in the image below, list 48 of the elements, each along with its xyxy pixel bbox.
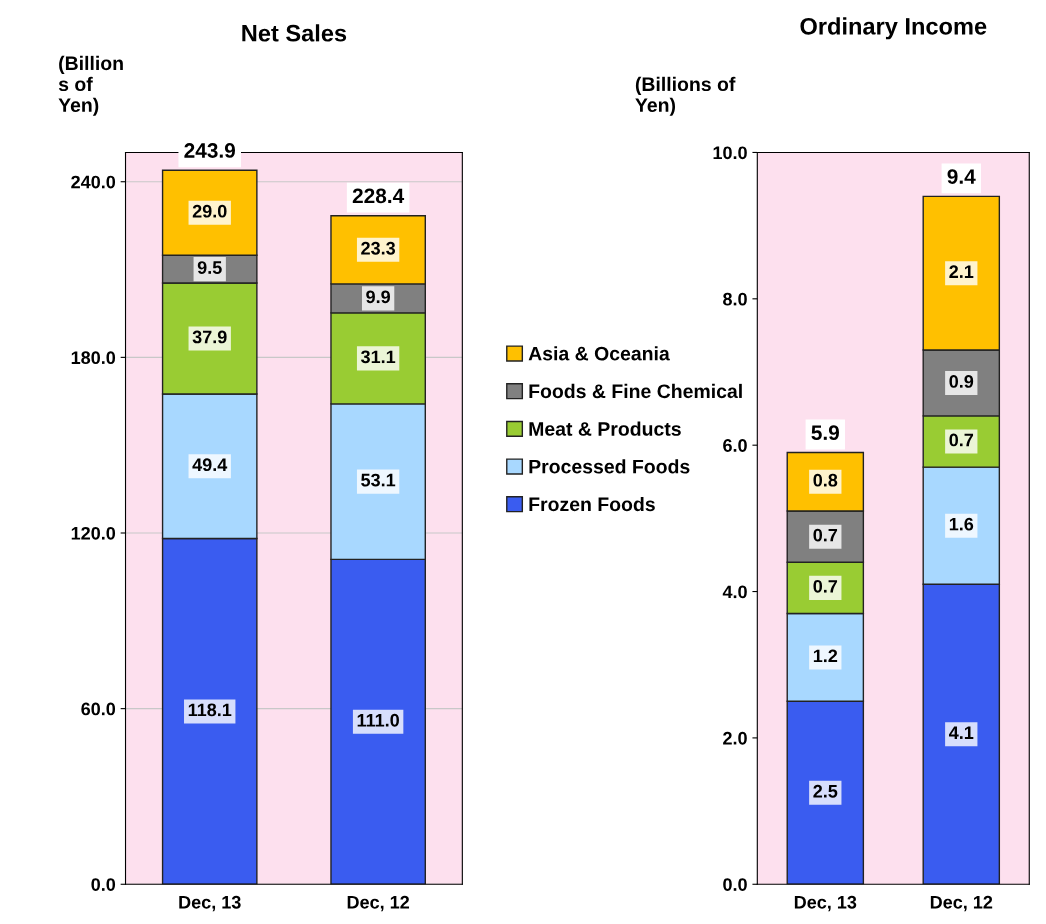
total-label: 9.4 <box>947 169 976 184</box>
data-label: 0.7 <box>813 528 838 542</box>
x-tick-label: Dec, 13 <box>179 895 241 912</box>
data-label: 31.1 <box>360 350 396 364</box>
x-tick-label: Dec, 12 <box>347 895 410 912</box>
data-label: 53.1 <box>361 473 396 487</box>
data-label: 1.6 <box>949 517 974 531</box>
y-tick-label: 2.0 <box>723 731 747 745</box>
legend-label: Asia & Oceania <box>528 346 670 361</box>
x-tick-label: Dec, 13 <box>794 895 857 912</box>
y-tick-label: 6.0 <box>723 439 747 452</box>
y-axis-title: (Billion s of Yen) <box>58 55 123 116</box>
data-label: 0.9 <box>949 375 974 388</box>
data-label: 37.9 <box>192 330 227 344</box>
y-tick-label: 10.0 <box>713 146 747 160</box>
legend-label: Foods & Fine Chemical <box>529 383 742 399</box>
y-tick-label: 8.0 <box>723 292 747 306</box>
y-tick-label: 0.0 <box>723 878 747 891</box>
legend-label: Processed Foods <box>529 459 690 474</box>
y-tick-label: 240.0 <box>71 175 116 189</box>
data-label: 0.7 <box>949 433 974 447</box>
chart-title: Ordinary Income <box>800 17 987 40</box>
legend-label: Meat & Products <box>529 421 681 436</box>
y-tick-label: 4.0 <box>722 585 747 599</box>
total-label: 228.4 <box>352 188 405 204</box>
y-tick-label: 180.0 <box>71 351 116 365</box>
data-label: 49.4 <box>192 458 228 472</box>
chart-title: Net Sales <box>242 24 347 42</box>
data-label: 23.3 <box>361 241 396 255</box>
data-label: 0.7 <box>813 579 838 593</box>
y-tick-label: 0.0 <box>91 878 116 891</box>
x-tick-label: Dec, 12 <box>930 895 993 912</box>
y-tick-label: 60.0 <box>81 702 116 716</box>
data-label: 29.0 <box>192 204 227 218</box>
data-label: 1.2 <box>813 649 838 663</box>
data-label: 2.1 <box>949 265 974 278</box>
total-label: 5.9 <box>811 425 839 441</box>
data-label: 9.9 <box>366 290 391 304</box>
data-label: 2.5 <box>813 784 838 798</box>
y-axis-title: (Billions of Yen) <box>635 76 736 116</box>
data-label: 0.8 <box>813 473 838 487</box>
y-tick-label: 120.0 <box>71 526 116 540</box>
data-label: 9.5 <box>197 261 222 274</box>
total-label: 243.9 <box>184 143 236 158</box>
legend-label: Frozen Foods <box>529 496 655 512</box>
data-label: 4.1 <box>949 726 974 739</box>
data-label: 111.0 <box>357 713 399 727</box>
data-label: 118.1 <box>188 703 232 717</box>
